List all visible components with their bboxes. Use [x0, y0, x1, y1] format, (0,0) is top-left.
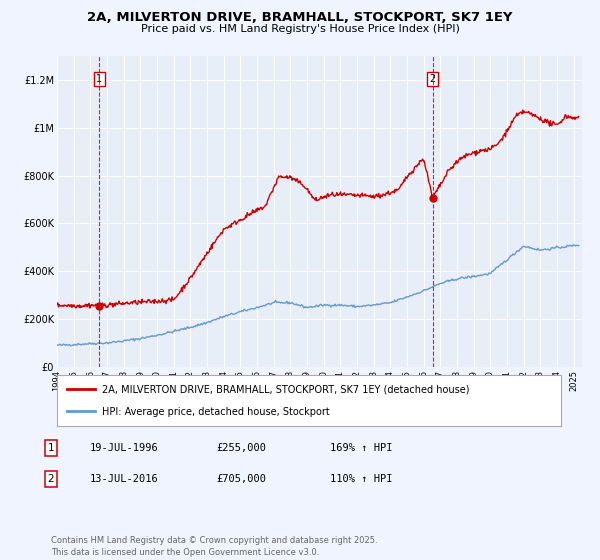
Text: £705,000: £705,000	[216, 474, 266, 484]
Text: HPI: Average price, detached house, Stockport: HPI: Average price, detached house, Stoc…	[103, 407, 330, 417]
Text: 169% ↑ HPI: 169% ↑ HPI	[330, 443, 392, 453]
Text: 2A, MILVERTON DRIVE, BRAMHALL, STOCKPORT, SK7 1EY: 2A, MILVERTON DRIVE, BRAMHALL, STOCKPORT…	[87, 11, 513, 24]
Text: Price paid vs. HM Land Registry's House Price Index (HPI): Price paid vs. HM Land Registry's House …	[140, 24, 460, 34]
Text: 13-JUL-2016: 13-JUL-2016	[90, 474, 159, 484]
Text: £255,000: £255,000	[216, 443, 266, 453]
Text: 110% ↑ HPI: 110% ↑ HPI	[330, 474, 392, 484]
Text: 19-JUL-1996: 19-JUL-1996	[90, 443, 159, 453]
Text: 2: 2	[430, 74, 436, 85]
Text: 1: 1	[47, 443, 55, 453]
Text: 1: 1	[96, 74, 103, 85]
Text: 2: 2	[47, 474, 55, 484]
Text: 2A, MILVERTON DRIVE, BRAMHALL, STOCKPORT, SK7 1EY (detached house): 2A, MILVERTON DRIVE, BRAMHALL, STOCKPORT…	[103, 384, 470, 394]
Text: Contains HM Land Registry data © Crown copyright and database right 2025.
This d: Contains HM Land Registry data © Crown c…	[51, 536, 377, 557]
